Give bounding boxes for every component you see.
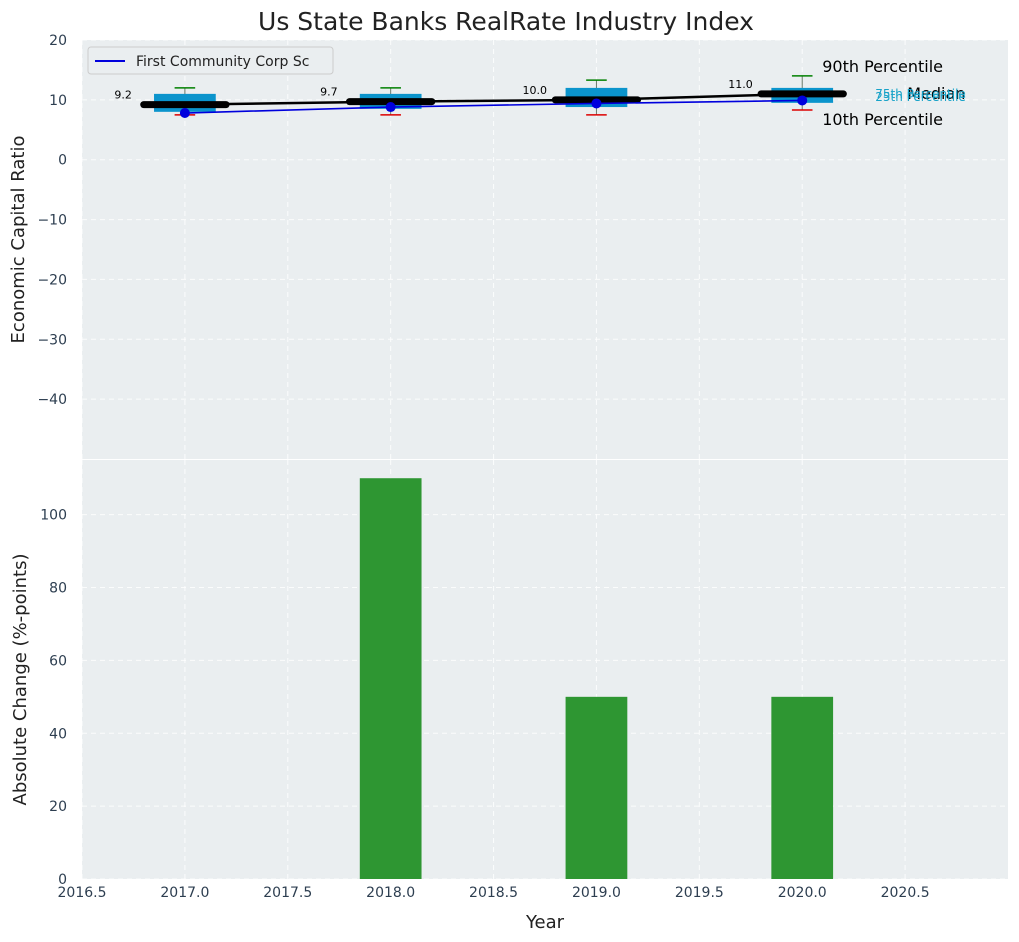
- label-median: Median: [907, 84, 965, 103]
- bottom-grid: [81, 460, 1008, 880]
- label-10th-percentile: 10th Percentile: [822, 110, 943, 129]
- x-tick-label: 2017.5: [263, 885, 312, 901]
- median-trend-line: [184, 92, 803, 106]
- label-90th-percentile: 90th Percentile: [822, 57, 943, 76]
- change-bar: [565, 696, 628, 879]
- top-grid: [81, 39, 1008, 459]
- bottom-y-axis-title: Absolute Change (%-points): [10, 554, 31, 806]
- top-y-axis-title: Economic Capital Ratio: [8, 136, 29, 344]
- change-bar: [771, 696, 834, 879]
- chart-title: Us State Banks RealRate Industry Index: [258, 7, 754, 36]
- x-ticks: 2016.5 2017.0 2017.5 2018.0 2018.5 2019.0 2019…: [58, 885, 930, 901]
- bottom-y-tick-label: 80: [49, 581, 67, 597]
- series-point: [179, 108, 190, 119]
- top-y-tick-label: −40: [37, 392, 67, 408]
- median-value-label: 9.7: [320, 86, 338, 99]
- series-point: [591, 98, 602, 109]
- top-y-tick-label: 0: [58, 153, 67, 169]
- legend: First Community Corp Sc: [87, 46, 334, 75]
- label-75th-percentile: 75th Percentile: [875, 87, 966, 101]
- percentile-labels: 90th Percentile Median 10th Percentile 7…: [822, 57, 966, 129]
- legend-box: [87, 46, 334, 75]
- top-panel: 20 10 0 −10 −20 −30 −40 9.2 9.7 10.0 11.0 90th Pe…: [8, 33, 1008, 459]
- top-y-tick-label: −20: [37, 272, 67, 288]
- median-value-label: 10.0: [522, 84, 547, 97]
- bottom-y-tick-label: 100: [40, 508, 67, 524]
- top-y-tick-label: −10: [37, 213, 67, 229]
- bottom-y-tick-label: 0: [58, 872, 67, 888]
- top-series: [179, 95, 808, 119]
- change-bar: [359, 478, 422, 879]
- legend-entry: First Community Corp Sc: [136, 54, 309, 70]
- x-tick-label: 2020.5: [881, 885, 930, 901]
- x-tick-label: 2016.5: [58, 885, 107, 901]
- x-axis-title: Year: [525, 912, 565, 933]
- series-point: [797, 95, 808, 106]
- x-tick-label: 2017.0: [160, 885, 209, 901]
- bottom-y-ticks: 0 20 40 60 80 100: [40, 508, 67, 888]
- top-plot-background: [82, 40, 1008, 459]
- bottom-bars: [359, 478, 834, 879]
- bottom-y-tick-label: 20: [49, 799, 67, 815]
- bottom-plot-background: [82, 460, 1008, 879]
- x-tick-label: 2019.0: [572, 885, 621, 901]
- bottom-y-tick-label: 40: [49, 726, 67, 742]
- bottom-y-tick-label: 60: [49, 653, 67, 669]
- x-tick-label: 2018.0: [366, 885, 415, 901]
- x-tick-label: 2020.0: [778, 885, 827, 901]
- series-line: [184, 99, 803, 114]
- top-y-tick-label: 20: [49, 33, 67, 49]
- top-y-ticks: 20 10 0 −10 −20 −30 −40: [37, 33, 67, 408]
- median-value-label: 9.2: [114, 89, 132, 102]
- top-y-tick-label: 10: [49, 93, 67, 109]
- label-25th-percentile: 25th Percentile: [875, 90, 966, 104]
- series-point: [385, 102, 396, 113]
- top-y-tick-label: −30: [37, 332, 67, 348]
- x-tick-label: 2019.5: [675, 885, 724, 901]
- median-value-label: 11.0: [728, 78, 753, 91]
- x-tick-label: 2018.5: [469, 885, 518, 901]
